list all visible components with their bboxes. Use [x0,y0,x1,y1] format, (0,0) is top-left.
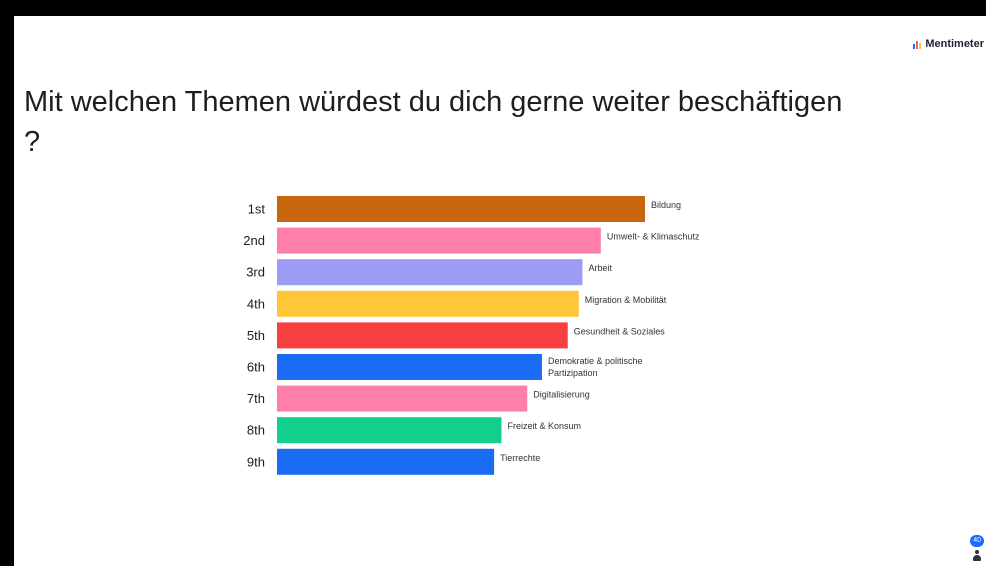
bar [277,196,645,222]
person-icon [972,550,982,562]
bar [277,322,568,349]
bar-label: Digitalisierung [533,390,590,400]
bar-label: Umwelt- & Klimaschutz [607,232,700,242]
slide: Mentimeter Mit welchen Themen würdest du… [14,16,986,566]
participant-count-badge: 40 [970,535,984,547]
rank-label: 2nd [243,233,265,248]
bar [277,417,502,444]
bar-label: Freizeit & Konsum [507,421,581,431]
bar [277,259,583,286]
rank-label: 1st [248,202,266,217]
bar [277,290,579,317]
mentimeter-logo: Mentimeter [913,38,984,50]
bar [277,354,542,380]
ranking-bar-chart: 1st Bildung 2nd Umwelt- & Klimaschutz 3rd Arb… [243,196,700,475]
mentimeter-bars-icon [913,40,922,49]
rank-label: 8th [247,423,265,438]
rank-label: 5th [247,328,265,343]
rank-label: 6th [247,360,265,375]
bar-label: Bildung [651,200,681,210]
rank-label: 4th [247,296,265,311]
bar-label: Tierrechte [500,453,540,463]
brand-name: Mentimeter [925,38,984,50]
question-title: Mit welchen Themen würdest du dich gerne… [24,86,843,158]
bar-label: Demokratie & politische Partizipation [548,356,643,378]
rank-label: 9th [247,454,265,469]
rank-label: 7th [247,391,265,406]
bar-label: Arbeit [588,263,612,273]
participant-counter: 40 [970,535,984,562]
bar [277,227,601,254]
rank-label: 3rd [246,265,265,280]
bar [277,385,528,412]
bar [277,448,495,475]
bar-label: Migration & Mobilität [585,295,667,305]
bar-label: Gesundheit & Soziales [574,326,666,336]
